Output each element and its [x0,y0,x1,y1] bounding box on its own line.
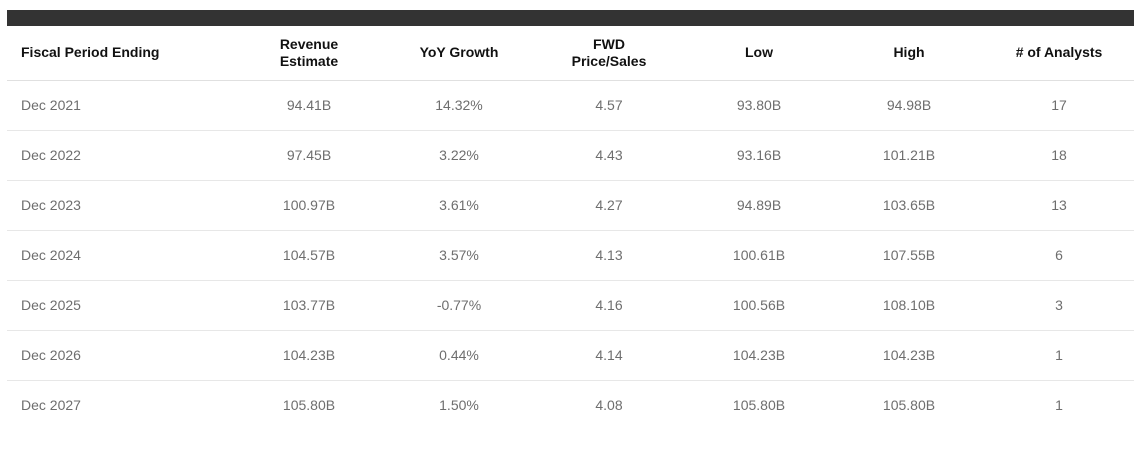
fwd-price-sales-cell: 4.27 [534,180,684,231]
fiscal-period-cell: Dec 2021 [7,80,234,131]
revenue-estimate-cell: 97.45B [234,130,384,181]
high-cell: 107.55B [834,230,984,281]
fiscal-period-cell: Dec 2023 [7,180,234,231]
revenue-estimate-cell: 105.80B [282,397,336,414]
yoy-growth-cell: -0.77% [384,280,534,331]
fiscal-period-cell: Dec 2022 [7,130,234,181]
yoy-growth-cell: 3.57% [384,230,534,281]
low-cell: 93.80B [684,80,834,131]
low-cell: 93.16B [684,130,834,181]
fwd-price-sales-cell: 4.16 [534,280,684,331]
column-header-low: Low [684,26,834,81]
revenue-estimate-cell: 94.41B [234,80,384,131]
table-row: Dec 2024 104.57B 3.57% 4.13 100.61B 107.55B 6 [7,230,1134,281]
high-cell: 104.23B [834,330,984,381]
table-row: Dec 2023 100.97B 3.61% 4.27 94.89B 103.65B 13 [7,180,1134,231]
num-analysts-cell: 3 [984,280,1134,331]
table-body: Dec 2021 94.41B 14.32% 4.57 93.80B 94.98B 17 De… [7,80,1134,430]
fwd-price-sales-cell: 4.57 [534,80,684,131]
table-header: Fiscal Period Ending Revenue Estimate Yo… [7,26,1134,81]
table-row: Dec 2022 97.45B 3.22% 4.43 93.16B 101.21B 18 [7,130,1134,181]
yoy-growth-cell: 1.50% [439,397,479,414]
num-analysts-cell: 6 [984,230,1134,281]
low-cell: 100.61B [684,230,834,281]
yoy-growth-cell: 0.44% [384,330,534,381]
yoy-growth-cell: 14.32% [384,80,534,131]
revenue-estimates-table: Fiscal Period Ending Revenue Estimate Yo… [7,26,1134,430]
low-cell: 94.89B [684,180,834,231]
column-header-high: High [834,26,984,81]
yoy-growth-cell: 3.61% [384,180,534,231]
header-row: Fiscal Period Ending Revenue Estimate Yo… [7,26,1134,81]
column-header-num-analysts: # of Analysts [984,26,1134,81]
num-analysts-cell: 13 [984,180,1134,231]
fiscal-period-cell: Dec 2024 [7,230,234,281]
num-analysts-cell: 1 [1055,397,1063,414]
table-row: Dec 2027 105.80B 1.50% 4.08 105.80B 105.80B 1 [7,380,1134,430]
num-analysts-cell: 17 [984,80,1134,131]
revenue-estimates-panel: Fiscal Period Ending Revenue Estimate Yo… [7,10,1134,430]
high-cell: 101.21B [834,130,984,181]
low-cell: 100.56B [684,280,834,331]
revenue-estimate-cell: 104.23B [234,330,384,381]
num-analysts-cell: 1 [984,330,1134,381]
column-header-revenue-estimate: Revenue Estimate [234,26,384,81]
column-header-fiscal-period-ending: Fiscal Period Ending [7,26,234,81]
fwd-price-sales-cell: 4.43 [534,130,684,181]
revenue-estimate-cell: 103.77B [234,280,384,331]
fiscal-period-cell: Dec 2025 [7,280,234,331]
table-row: Dec 2026 104.23B 0.44% 4.14 104.23B 104.23B 1 [7,330,1134,381]
fiscal-period-cell: Dec 2026 [7,330,234,381]
high-cell: 103.65B [834,180,984,231]
table-row: Dec 2021 94.41B 14.32% 4.57 93.80B 94.98B 17 [7,80,1134,131]
yoy-growth-cell: 3.22% [384,130,534,181]
fwd-price-sales-cell: 4.08 [595,397,623,414]
column-header-fwd-price-sales: FWD Price/Sales [534,26,684,81]
num-analysts-cell: 18 [984,130,1134,181]
high-cell: 94.98B [834,80,984,131]
high-cell: 105.80B [882,397,936,414]
high-cell: 108.10B [834,280,984,331]
table-row: Dec 2025 103.77B -0.77% 4.16 100.56B 108.10B 3 [7,280,1134,331]
fwd-price-sales-cell: 4.14 [534,330,684,381]
low-cell: 105.80B [732,397,786,414]
fiscal-period-cell: Dec 2027 [21,397,81,414]
revenue-estimate-cell: 100.97B [234,180,384,231]
low-cell: 104.23B [684,330,834,381]
column-header-yoy-growth: YoY Growth [384,26,534,81]
top-divider-bar [7,10,1134,26]
fwd-price-sales-cell: 4.13 [534,230,684,281]
revenue-estimate-cell: 104.57B [234,230,384,281]
